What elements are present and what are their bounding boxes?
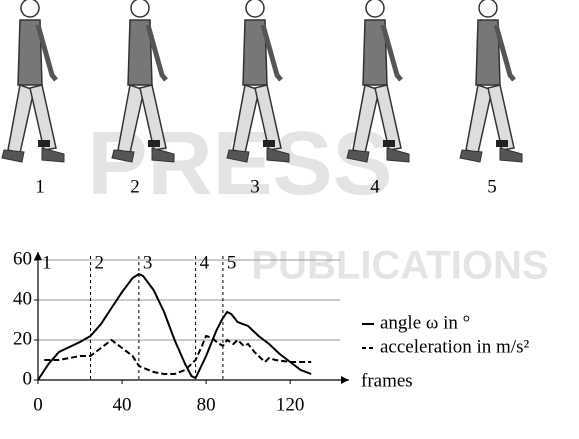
y-tick-label: 40 <box>13 288 32 309</box>
data-line <box>44 336 311 374</box>
figure-label: 2 <box>130 176 140 197</box>
y-tick-label: 20 <box>13 328 32 349</box>
x-tick-label: 80 <box>197 394 216 415</box>
phase-label: 1 <box>42 252 52 273</box>
phase-label: 4 <box>200 252 210 273</box>
phase-label: 2 <box>95 252 105 273</box>
figure-label: 5 <box>487 176 497 197</box>
figure-label: 3 <box>250 176 260 197</box>
figure-label: 4 <box>370 176 380 197</box>
watermark: PUBLICATIONS <box>251 244 548 288</box>
y-tick-label: 60 <box>13 248 32 269</box>
x-tick-label: 0 <box>33 394 43 415</box>
walker-figure <box>2 0 64 162</box>
x-tick-label: 40 <box>113 394 132 415</box>
x-axis-label: frames <box>361 370 413 391</box>
legend-label: angle ω in ° <box>380 312 470 333</box>
phase-label: 3 <box>143 252 153 273</box>
walker-figure <box>460 0 522 162</box>
figure-label: 1 <box>35 176 45 197</box>
legend-label: acceleration in m/s² <box>380 336 529 357</box>
y-tick-label: 0 <box>23 368 33 389</box>
phase-label: 5 <box>227 252 237 273</box>
data-line <box>38 274 311 380</box>
x-tick-label: 120 <box>276 394 305 415</box>
figure: PRESS PUBLICATIONS 12345020406004080120f… <box>0 0 579 439</box>
x-axis-arrow <box>341 376 349 384</box>
